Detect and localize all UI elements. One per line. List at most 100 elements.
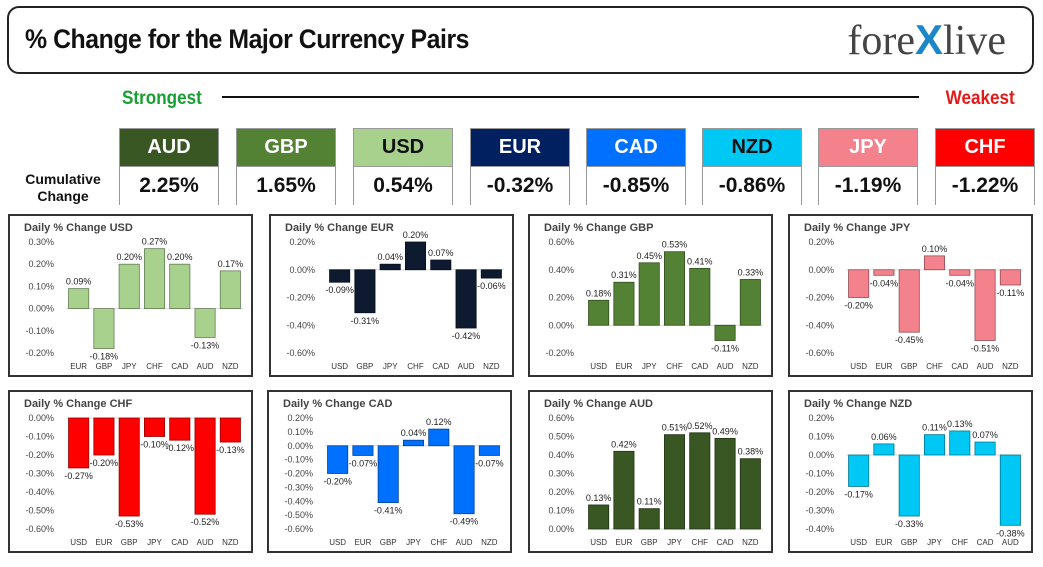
y-tick-label: -0.30%: [25, 469, 54, 479]
x-tick-label: EUR: [615, 362, 632, 371]
tile-cumulative-value: -0.32%: [471, 166, 569, 205]
y-tick-label: -0.30%: [805, 506, 834, 516]
data-label: 0.20%: [403, 230, 429, 240]
tile-currency-code: NZD: [703, 129, 801, 166]
data-label: 0.31%: [611, 270, 637, 280]
y-tick-label: 0.00%: [287, 441, 313, 451]
y-tick-label: 0.10%: [808, 432, 834, 442]
y-tick-label: 0.40%: [548, 450, 574, 460]
y-tick-label: -0.10%: [805, 469, 834, 479]
y-tick-label: 0.00%: [548, 524, 574, 534]
bar-usd: [68, 417, 90, 469]
y-tick-label: 0.10%: [548, 506, 574, 516]
tile-cumulative-value: 2.25%: [120, 166, 218, 205]
x-tick-label: NZD: [742, 362, 759, 371]
ranking-divider-line: [222, 96, 919, 98]
currency-tile-cad: CAD -0.85%: [586, 128, 686, 205]
x-tick-label: CHF: [407, 362, 424, 371]
bar-aud: [455, 269, 477, 329]
data-label: -0.07%: [349, 458, 378, 468]
x-tick-label: CHF: [146, 362, 163, 371]
y-tick-label: 0.00%: [808, 450, 834, 460]
x-tick-label: USD: [850, 538, 867, 547]
data-label: 0.20%: [167, 252, 193, 262]
data-label: -0.20%: [323, 477, 352, 487]
bar-nzd: [480, 269, 502, 279]
y-tick-label: -0.20%: [284, 469, 313, 479]
chart-title: Daily % Change GBP: [544, 222, 654, 234]
data-label: -0.04%: [946, 278, 975, 288]
data-label: 0.07%: [428, 248, 454, 258]
y-tick-label: -0.10%: [284, 455, 313, 465]
y-tick-label: -0.40%: [284, 496, 313, 506]
y-tick-label: 0.10%: [28, 281, 54, 291]
x-tick-label: GBP: [641, 538, 658, 547]
chart-panel-2: Daily % Change EUR 0.20% 0.00% -0.20% -0.40%…: [269, 214, 514, 377]
data-label: -0.11%: [711, 344, 739, 354]
bar-jpy: [143, 417, 166, 437]
bar-jpy: [638, 262, 660, 326]
data-label: -0.52%: [191, 517, 220, 527]
chart-panel-4: Daily % Change JPY 0.20% 0.00% -0.20% -0.40%…: [788, 214, 1033, 377]
data-label: -0.13%: [216, 445, 245, 455]
bar-chart: 0.60% 0.50% 0.40% 0.30% 0.20% 0.10% 0.00% 0.13%…: [548, 413, 763, 547]
bar-usd: [588, 299, 610, 326]
x-tick-label: GBP: [380, 538, 397, 547]
bar-aud: [194, 417, 216, 515]
bar-jpy: [663, 434, 686, 530]
data-label: -0.07%: [475, 458, 504, 468]
data-label: 0.09%: [66, 277, 92, 287]
y-tick-label: -0.50%: [284, 510, 313, 520]
bar-usd: [848, 269, 870, 298]
chart-title: Daily % Change JPY: [804, 222, 911, 234]
y-tick-label: 0.50%: [548, 432, 574, 442]
x-tick-label: CAD: [717, 538, 734, 547]
data-label: 0.12%: [426, 417, 452, 427]
x-tick-label: NZD: [222, 538, 239, 547]
bar-aud: [974, 269, 996, 341]
y-tick-label: 0.20%: [808, 237, 834, 247]
x-tick-label: CAD: [171, 362, 188, 371]
chart-panel-1: Daily % Change USD 0.30% 0.20% 0.10% 0.00% -0…: [8, 214, 253, 377]
y-tick-label: 0.10%: [287, 427, 313, 437]
y-tick-label: 0.60%: [548, 413, 574, 423]
y-tick-label: -0.10%: [25, 432, 54, 442]
bar-jpy: [402, 439, 425, 447]
x-tick-label: CHF: [926, 362, 943, 371]
bar-nzd: [999, 269, 1021, 286]
currency-tile-chf: CHF -1.22%: [935, 128, 1035, 205]
x-tick-label: AUD: [717, 362, 734, 371]
weakest-label: Weakest: [945, 88, 1015, 109]
data-label: -0.38%: [996, 528, 1025, 538]
cumulative-change-label: Cumulative Change: [20, 171, 106, 205]
bar-chart: 0.20% 0.00% -0.20% -0.40% -0.60% -0.09% USD -0.…: [286, 230, 506, 371]
data-label: 0.11%: [922, 423, 947, 433]
y-tick-label: 0.20%: [808, 413, 834, 423]
data-label: 0.10%: [922, 244, 948, 254]
x-tick-label: CHF: [666, 362, 683, 371]
data-label: -0.51%: [971, 344, 1000, 354]
data-label: -0.09%: [325, 285, 354, 295]
data-label: 0.07%: [972, 430, 998, 440]
title-banner: % Change for the Major Currency Pairs fo…: [7, 6, 1034, 74]
data-label: 0.41%: [687, 256, 713, 266]
data-label: 0.52%: [687, 421, 713, 431]
data-label: -0.06%: [477, 281, 506, 291]
bar-gbp: [898, 454, 920, 517]
y-tick-label: -0.40%: [286, 320, 315, 330]
data-label: -0.18%: [90, 352, 119, 362]
bar-eur: [613, 450, 635, 530]
x-tick-label: EUR: [615, 538, 632, 547]
x-tick-label: CAD: [432, 362, 449, 371]
x-tick-label: USD: [590, 362, 607, 371]
chart-panel-8: Daily % Change NZD 0.20% 0.10% 0.00% -0.10% -…: [788, 390, 1033, 553]
y-tick-label: 0.00%: [28, 413, 54, 423]
x-tick-label: EUR: [95, 538, 112, 547]
data-label: 0.51%: [662, 423, 688, 433]
y-tick-label: -0.20%: [25, 450, 54, 460]
bar-nzd: [219, 417, 241, 443]
bar-usd: [329, 269, 351, 283]
x-tick-label: USD: [590, 538, 607, 547]
data-label: -0.33%: [895, 519, 924, 529]
x-tick-label: NZD: [481, 538, 498, 547]
